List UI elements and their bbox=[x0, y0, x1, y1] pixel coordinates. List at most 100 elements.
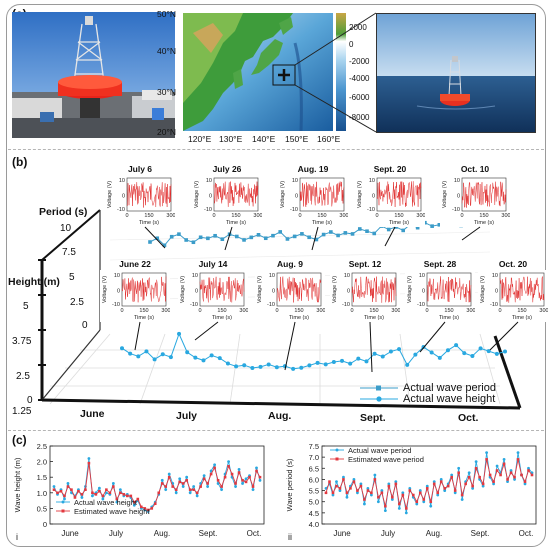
height-point bbox=[160, 352, 165, 357]
inset-bg bbox=[192, 175, 262, 227]
voltage-inset: Aug. 9 10 0 -10 0 150 300 Time (s) Voltage (V) bbox=[255, 259, 326, 322]
data-point bbox=[432, 482, 436, 486]
period-point bbox=[148, 240, 152, 244]
legend-height-label: Actual wave height bbox=[403, 393, 496, 405]
data-point bbox=[513, 475, 516, 479]
data-point bbox=[167, 475, 171, 479]
inset-x-tick: 150 bbox=[317, 213, 326, 219]
period-point bbox=[242, 238, 246, 242]
lon-label: 120°E bbox=[188, 134, 212, 144]
data-point bbox=[136, 497, 140, 501]
data-point bbox=[527, 466, 530, 470]
subpanel-label: i bbox=[16, 532, 18, 542]
y-axis-label: Wave height (m) bbox=[13, 457, 22, 512]
data-point bbox=[164, 485, 168, 488]
data-point bbox=[408, 489, 412, 492]
inset-x-label: Time (s) bbox=[226, 220, 246, 226]
x-tick-label: Oct. bbox=[519, 529, 534, 538]
data-point bbox=[415, 502, 419, 506]
period-point bbox=[401, 228, 405, 233]
legend-period-label: Actual wave period bbox=[403, 382, 496, 394]
data-point bbox=[164, 488, 168, 492]
data-point bbox=[324, 486, 328, 490]
height-point bbox=[299, 365, 304, 370]
panel-b-3d-plot bbox=[38, 209, 522, 410]
period-point bbox=[184, 238, 188, 242]
inset-date: Sept. 20 bbox=[373, 164, 407, 174]
data-point bbox=[185, 475, 189, 479]
chart-i-wave-height: 0 0.5 1.0 1.5 2.0 2.5 Wave height (m) June July A… bbox=[13, 442, 265, 542]
voltage-inset: Sept. 12 10 0 -10 0 150 300 Time (s) Voltage (V) bbox=[330, 259, 401, 322]
data-point bbox=[101, 494, 105, 498]
period-point bbox=[350, 232, 355, 236]
height-point bbox=[291, 366, 296, 371]
data-point bbox=[394, 482, 398, 486]
height-point bbox=[168, 355, 173, 360]
period-point bbox=[365, 229, 369, 233]
inset-frame bbox=[351, 272, 397, 307]
height-point bbox=[274, 365, 279, 370]
voltage-trace bbox=[351, 276, 397, 303]
data-point bbox=[338, 487, 342, 490]
data-point bbox=[244, 477, 248, 481]
y-tick-label: 6.5 bbox=[309, 464, 319, 473]
inset-x-label: Time (s) bbox=[134, 315, 154, 321]
data-point bbox=[181, 485, 185, 488]
period-point bbox=[329, 230, 333, 234]
region-map bbox=[183, 13, 333, 131]
data-point bbox=[450, 475, 453, 479]
leader-line bbox=[384, 226, 396, 247]
data-point bbox=[237, 468, 241, 471]
height-point bbox=[372, 351, 377, 356]
y-tick-label: 2.5 bbox=[37, 442, 47, 451]
data-point bbox=[530, 473, 534, 477]
inset-y-tick: 10 bbox=[454, 178, 460, 184]
data-point bbox=[324, 491, 328, 495]
data-point bbox=[94, 493, 98, 496]
inset-x-tick: 300 bbox=[161, 308, 170, 314]
data-point bbox=[352, 478, 356, 481]
period-point bbox=[191, 240, 196, 245]
data-point bbox=[52, 485, 56, 488]
data-point bbox=[523, 482, 527, 486]
data-point bbox=[244, 480, 248, 484]
inset-x-tick: 300 bbox=[316, 308, 325, 314]
data-point bbox=[520, 473, 523, 477]
y-tick-label: 0 bbox=[43, 520, 47, 529]
inset-x-tick: 300 bbox=[501, 213, 510, 219]
data-point bbox=[366, 489, 370, 492]
period-point bbox=[372, 231, 377, 236]
data-point bbox=[516, 458, 520, 461]
data-point bbox=[457, 466, 461, 470]
leader-line bbox=[194, 321, 219, 341]
plot-frame bbox=[49, 445, 265, 525]
data-point bbox=[202, 477, 206, 481]
period-tick: 0 bbox=[82, 320, 88, 331]
data-point bbox=[63, 494, 66, 498]
period-point bbox=[292, 234, 297, 239]
data-point bbox=[370, 491, 373, 495]
data-point bbox=[478, 475, 481, 479]
inset-y-label: Voltage (V) bbox=[194, 181, 200, 208]
data-point bbox=[258, 478, 262, 482]
height-point bbox=[193, 355, 198, 360]
height-point bbox=[250, 365, 255, 370]
data-point bbox=[366, 486, 370, 490]
period-point bbox=[155, 236, 160, 241]
y-tick-label: 5.0 bbox=[309, 498, 319, 507]
inset-y-label: Voltage (V) bbox=[332, 276, 338, 303]
data-point bbox=[363, 498, 366, 501]
data-point bbox=[167, 472, 171, 476]
voltage-inset: June 22 10 0 -10 0 150 300 Time (s) Voltage (V) bbox=[100, 259, 171, 322]
period-point bbox=[177, 232, 181, 236]
inset-x-tick: 0 bbox=[120, 308, 123, 314]
subpanel-label: ii bbox=[288, 532, 292, 542]
inset-frame bbox=[376, 177, 422, 212]
data-point bbox=[352, 480, 356, 483]
